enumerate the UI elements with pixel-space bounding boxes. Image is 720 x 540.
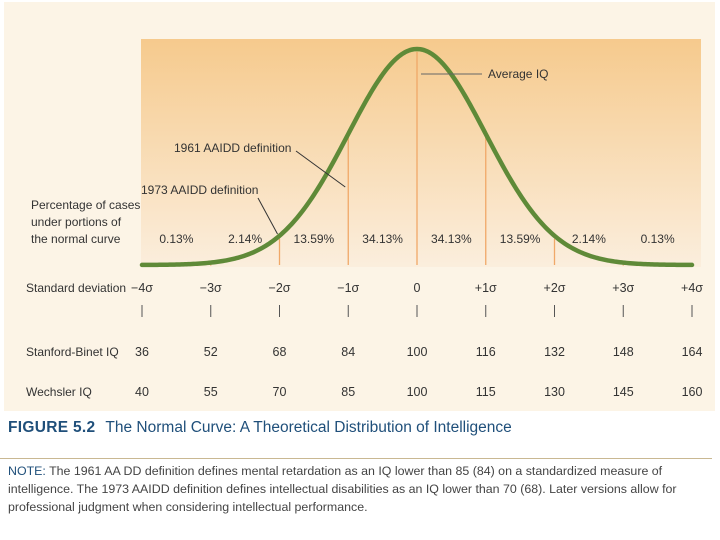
row-value: 55 bbox=[204, 385, 218, 399]
row-value: 160 bbox=[682, 385, 703, 399]
row-value: 84 bbox=[341, 345, 355, 359]
percentage-label: 2.14% bbox=[572, 232, 606, 246]
row-value: 70 bbox=[273, 385, 287, 399]
percentage-label: 34.13% bbox=[362, 232, 403, 246]
caption-divider bbox=[0, 458, 712, 459]
percentage-label: 13.59% bbox=[500, 232, 541, 246]
row-value: −3σ bbox=[200, 281, 222, 295]
row-value: +3σ bbox=[612, 281, 634, 295]
percentage-axis-label: Percentage of cases bbox=[31, 198, 140, 212]
aaidd-1961-leader bbox=[295, 150, 346, 188]
row-value: −2σ bbox=[269, 281, 291, 295]
row-label-0: Standard deviation bbox=[26, 281, 126, 295]
row-value: 68 bbox=[273, 345, 287, 359]
percentage-axis-label: the normal curve bbox=[31, 232, 121, 246]
row-value: 36 bbox=[135, 345, 149, 359]
row-value: −1σ bbox=[337, 281, 359, 295]
row-value: 100 bbox=[407, 345, 428, 359]
figure-title: The Normal Curve: A Theoretical Distribu… bbox=[105, 419, 512, 436]
percentage-label: 0.13% bbox=[159, 232, 193, 246]
note-text: The 1961 AA DD definition defines mental… bbox=[8, 464, 677, 514]
figure-label: FIGURE 5.2 bbox=[8, 419, 96, 436]
row-value: 116 bbox=[476, 345, 496, 359]
row-value: +4σ bbox=[681, 281, 703, 295]
row-value: +2σ bbox=[544, 281, 566, 295]
note-label: NOTE: bbox=[8, 464, 46, 478]
aaidd-1973-leader bbox=[257, 197, 278, 235]
row-value: 0 bbox=[414, 281, 421, 295]
row-value: 132 bbox=[544, 345, 565, 359]
percentage-label: 13.59% bbox=[294, 232, 335, 246]
plot-background bbox=[141, 39, 701, 267]
row-value: 115 bbox=[476, 385, 496, 399]
row-value: 100 bbox=[407, 385, 428, 399]
percentage-axis-label: under portions of bbox=[31, 215, 122, 229]
normal-curve-chart: 0.13% 2.14% 13.59% 34.13% 34.13% 13.59% 2.14% 0… bbox=[26, 39, 703, 399]
normal-curve-line bbox=[139, 46, 695, 268]
aaidd-1961-annotation: 1961 AAIDD definition bbox=[174, 141, 291, 155]
percentage-label: 2.14% bbox=[228, 232, 262, 246]
row-value: 130 bbox=[544, 385, 565, 399]
row-value: 164 bbox=[682, 345, 703, 359]
row-value: 145 bbox=[613, 385, 634, 399]
figure-panel: 0.13% 2.14% 13.59% 34.13% 34.13% 13.59% 2.14% 0… bbox=[4, 2, 715, 411]
percentage-label: 34.13% bbox=[431, 232, 472, 246]
row-value: 148 bbox=[613, 345, 634, 359]
row-value: 85 bbox=[341, 385, 355, 399]
figure-caption-title: FIGURE 5.2 The Normal Curve: A Theoretica… bbox=[8, 419, 512, 437]
row-label-2: Wechsler IQ bbox=[26, 385, 92, 399]
row-value: +1σ bbox=[475, 281, 497, 295]
row-value: −4σ bbox=[131, 281, 153, 295]
row-value: 40 bbox=[135, 385, 149, 399]
row-label-1: Stanford-Binet IQ bbox=[26, 345, 119, 359]
figure-note: NOTE: The 1961 AA DD definition defines … bbox=[8, 462, 708, 516]
average-iq-annotation: Average IQ bbox=[488, 67, 548, 81]
percentage-label: 0.13% bbox=[641, 232, 675, 246]
row-value: 52 bbox=[204, 345, 218, 359]
aaidd-1973-annotation: 1973 AAIDD definition bbox=[141, 183, 258, 197]
